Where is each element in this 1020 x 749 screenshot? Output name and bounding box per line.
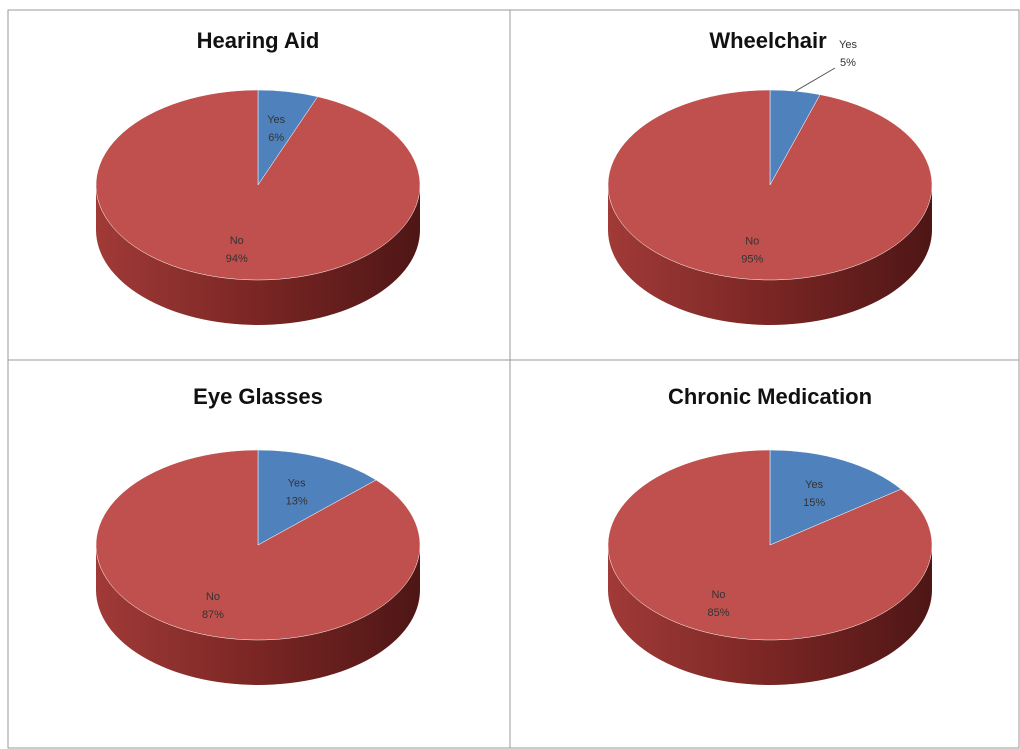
slice-value: 95% <box>741 254 763 266</box>
pie-slice <box>257 449 377 546</box>
slice-label: No <box>711 589 725 601</box>
slice-value: 13% <box>286 496 308 508</box>
chart-title: Eye Glasses <box>193 384 323 409</box>
slice-value: 6% <box>268 132 284 144</box>
leader-line <box>795 67 836 92</box>
slice-label: No <box>745 236 759 248</box>
pie-slice <box>95 449 421 641</box>
pie-slice <box>95 89 421 281</box>
slice-value: 87% <box>202 609 224 621</box>
pie-slice <box>607 449 933 641</box>
slice-label: Yes <box>288 478 306 490</box>
chart-title: Hearing Aid <box>197 28 320 53</box>
pie-slice <box>607 89 933 281</box>
slice-label: No <box>206 591 220 603</box>
slice-value: 5% <box>840 57 856 69</box>
slice-label: Yes <box>839 39 857 51</box>
pie-slice <box>769 449 902 546</box>
chart-title: Chronic Medication <box>668 384 872 409</box>
slice-label: Yes <box>267 114 285 126</box>
slice-value: 85% <box>708 607 730 619</box>
slice-value: 15% <box>803 497 825 509</box>
chart-title: Wheelchair <box>709 28 827 53</box>
slice-value: 94% <box>226 253 248 265</box>
slice-label: No <box>230 235 244 247</box>
panel <box>509 359 1020 749</box>
slice-label: Yes <box>805 479 823 491</box>
